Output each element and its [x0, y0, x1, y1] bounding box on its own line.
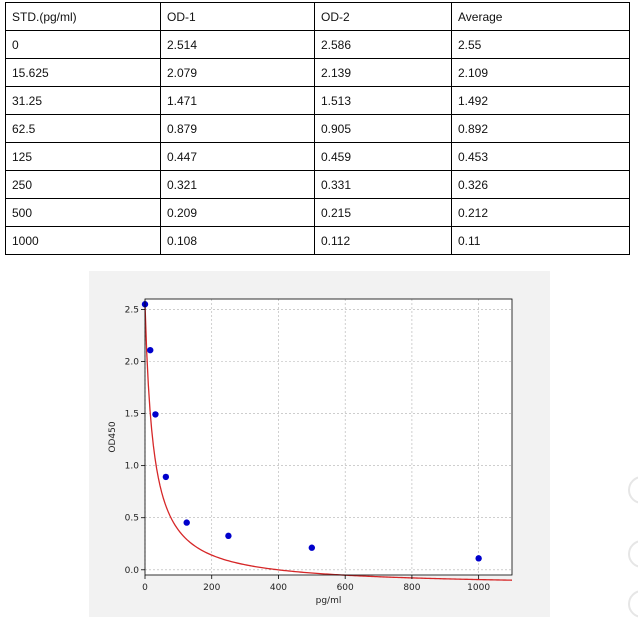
table-header-row: STD.(pg/ml) OD-1 OD-2 Average	[5, 2, 630, 31]
plot-frame	[144, 298, 513, 576]
data-point	[183, 519, 190, 526]
table-cell: 125	[5, 142, 161, 171]
table-cell: 0.108	[160, 226, 315, 255]
table-cell: 0.326	[451, 170, 630, 199]
table-row: 125 0.447 0.459 0.453	[5, 142, 630, 171]
x-tick-label: 400	[270, 583, 287, 593]
table-cell: 500	[5, 198, 161, 227]
data-point	[147, 346, 154, 354]
edge-decoration	[628, 540, 638, 568]
standard-curve-chart: 0 200 400 600 800 1000 0.0 0.5 1.0 1.5 2.0 2.5 pg/ml…	[108, 298, 513, 606]
table-cell: 2.55	[451, 30, 630, 59]
table-cell: 0.459	[314, 142, 452, 171]
data-point	[152, 411, 159, 418]
table-cell: 2.139	[314, 58, 452, 87]
table-cell: 0.321	[160, 170, 315, 199]
table-cell: 0	[5, 30, 161, 59]
table-row: 15.625 2.079 2.139 2.109	[5, 58, 630, 87]
data-point	[308, 544, 316, 551]
table-cell: 2.586	[314, 30, 452, 59]
y-tick-label: 1.5	[125, 410, 139, 420]
x-tick-label: 800	[403, 583, 420, 593]
table-cell: 15.625	[5, 58, 161, 87]
standard-curve-table: STD.(pg/ml) OD-1 OD-2 Average 0 2.514 2.586 2.5…	[5, 2, 630, 255]
table-cell: 0.453	[451, 142, 630, 171]
y-tick-label: 2.0	[125, 357, 140, 367]
fit-curve	[144, 304, 513, 581]
table-cell: 0.447	[160, 142, 315, 171]
table-cell: 0.112	[314, 226, 452, 255]
x-tick-label: 1000	[467, 583, 490, 593]
table-cell: 31.25	[5, 86, 161, 115]
table-cell: 1000	[5, 226, 161, 255]
table-row: 31.25 1.471 1.513 1.492	[5, 86, 630, 115]
table-cell: 2.079	[160, 58, 315, 87]
x-tick-label: 0	[142, 583, 148, 593]
table-cell: 0.892	[451, 114, 630, 143]
table-cell: 0.11	[451, 226, 630, 255]
y-tick-label: 0.0	[125, 566, 140, 576]
x-axis-label: pg/ml	[316, 596, 342, 606]
table-row: 500 0.209 0.215 0.212	[5, 198, 630, 227]
table-cell: 1.513	[314, 86, 452, 115]
y-tick-label: 0.5	[125, 514, 139, 524]
table-cell: 0.879	[160, 114, 315, 143]
table-cell: 2.109	[451, 58, 630, 87]
table-cell: 250	[5, 170, 161, 199]
data-point	[162, 473, 170, 481]
table-cell: 1.492	[451, 86, 630, 115]
table-header-cell: OD-1	[160, 2, 315, 31]
table-cell: 2.514	[160, 30, 315, 59]
plot-area	[145, 299, 512, 575]
table-cell: 0.331	[314, 170, 452, 199]
table-header-cell: STD.(pg/ml)	[5, 2, 161, 31]
x-tick-label: 200	[203, 583, 220, 593]
table-cell: 0.212	[451, 198, 630, 227]
edge-decoration	[628, 590, 638, 618]
y-tick-label: 1.0	[125, 462, 140, 472]
table-cell: 0.215	[314, 198, 452, 227]
table-header-cell: OD-2	[314, 2, 452, 31]
table-row: 250 0.321 0.331 0.326	[5, 170, 630, 199]
data-point	[225, 532, 232, 540]
data-point	[475, 555, 482, 562]
table-header-cell: Average	[451, 2, 630, 31]
table-cell: 0.209	[160, 198, 315, 227]
edge-decoration	[628, 476, 638, 504]
y-tick-label: 2.5	[125, 305, 139, 315]
table-cell: 62.5	[5, 114, 161, 143]
table-cell: 0.905	[314, 114, 452, 143]
table-cell: 1.471	[160, 86, 315, 115]
table-row: 0 2.514 2.586 2.55	[5, 30, 630, 59]
y-axis-label: OD450	[108, 421, 118, 452]
table-row: 1000 0.108 0.112 0.11	[5, 226, 630, 255]
x-tick-label: 600	[337, 583, 354, 593]
table-row: 62.5 0.879 0.905 0.892	[5, 114, 630, 143]
